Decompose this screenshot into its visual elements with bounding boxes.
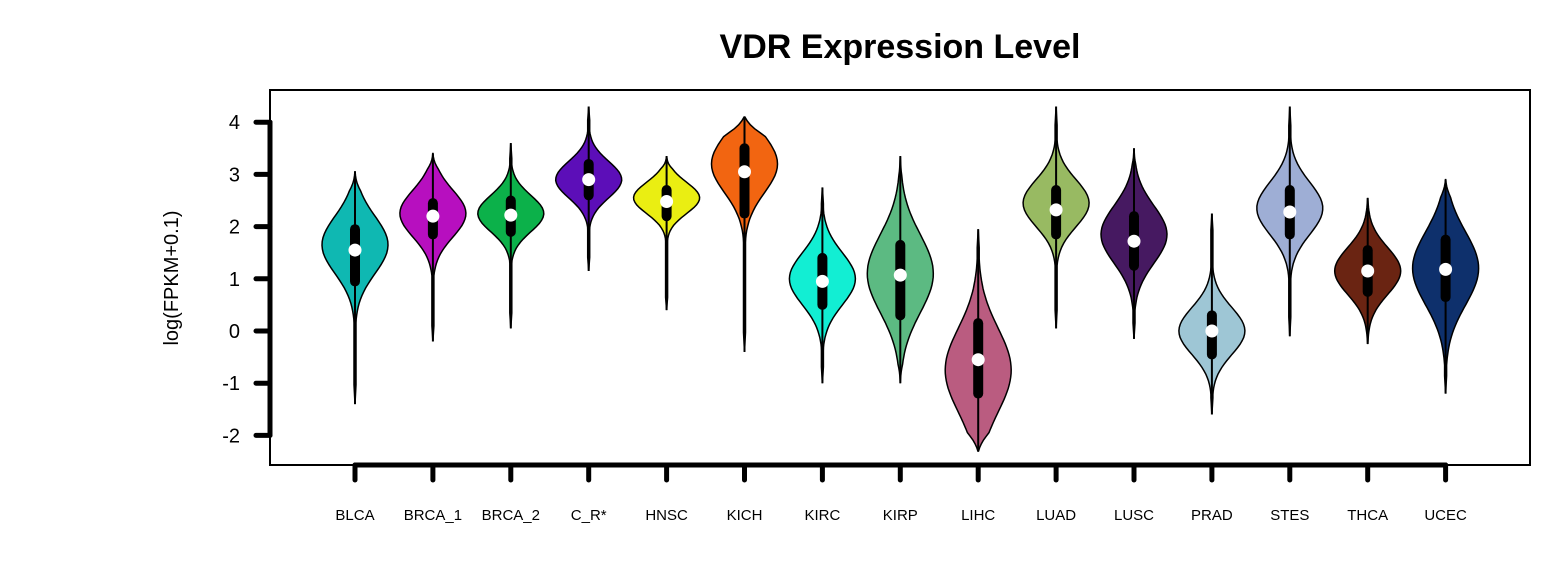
x-tick-label: LUAD — [1036, 507, 1076, 524]
violin-lusc — [1100, 148, 1168, 339]
violin-hnsc — [632, 155, 701, 311]
y-tick-label: 2 — [229, 217, 240, 239]
violin-stes — [1256, 106, 1324, 337]
x-tick-label: BLCA — [335, 507, 374, 524]
violin-kich — [710, 116, 779, 352]
violins — [321, 106, 1480, 452]
violin-luad — [1022, 106, 1090, 329]
y-axis: -2 -1 0 1 2 3 4 — [222, 112, 273, 447]
y-tick-label: 4 — [229, 112, 240, 134]
x-tick-label: KICH — [727, 507, 763, 524]
x-tick-label: THCA — [1347, 507, 1388, 524]
violin-ucec — [1411, 178, 1480, 394]
violin-lihc — [944, 229, 1012, 452]
x-tick-label: PRAD — [1191, 507, 1233, 524]
chart-title: VDR Expression Level — [720, 28, 1081, 66]
violin-median-point — [582, 173, 596, 187]
violin-blca — [321, 171, 389, 405]
violin-median-point — [1361, 264, 1375, 278]
violin-kirc — [788, 187, 857, 384]
y-tick-label: -2 — [222, 425, 240, 447]
violin-median-point — [1049, 203, 1063, 217]
violin-median-point — [1283, 205, 1297, 219]
violin-thca — [1333, 197, 1402, 345]
x-tick-label: UCEC — [1424, 507, 1467, 524]
x-tick-label: KIRP — [883, 507, 918, 524]
violin-brca-2 — [477, 143, 545, 329]
x-tick-label: STES — [1270, 507, 1309, 524]
violin-prad — [1178, 213, 1246, 415]
x-tick-label: KIRC — [804, 507, 840, 524]
violin-median-point — [1205, 324, 1219, 338]
x-tick-label: HNSC — [645, 507, 688, 524]
violin-brca-1 — [399, 152, 467, 342]
violin-median-point — [426, 209, 440, 223]
violin-c-r- — [554, 106, 623, 272]
x-tick-label: LIHC — [961, 507, 995, 524]
y-tick-label: -1 — [222, 373, 240, 395]
x-axis: BLCA BRCA_1 BRCA_2 C_R* HNSC KICH KIRC KIRP LIHC… — [335, 462, 1467, 524]
x-tick-label: LUSC — [1114, 507, 1154, 524]
violin-median-point — [815, 274, 829, 288]
violin-median-point — [893, 268, 907, 282]
violin-median-point — [660, 195, 674, 209]
y-axis-label: log(FPKM+0.1) — [161, 210, 183, 345]
violin-median-point — [348, 243, 362, 257]
x-tick-label: BRCA_1 — [404, 507, 462, 524]
violin-median-point — [738, 165, 751, 179]
x-tick-label: C_R* — [571, 507, 607, 524]
violin-median-point — [1127, 234, 1141, 248]
violin-median-point — [971, 353, 985, 367]
y-tick-label: 0 — [229, 321, 240, 343]
y-tick-label: 1 — [229, 269, 240, 291]
y-tick-label: 3 — [229, 164, 240, 186]
violin-kirp — [866, 156, 935, 384]
violin-median-point — [504, 208, 518, 222]
x-tick-label: BRCA_2 — [482, 507, 540, 524]
violin-median-point — [1439, 262, 1453, 276]
